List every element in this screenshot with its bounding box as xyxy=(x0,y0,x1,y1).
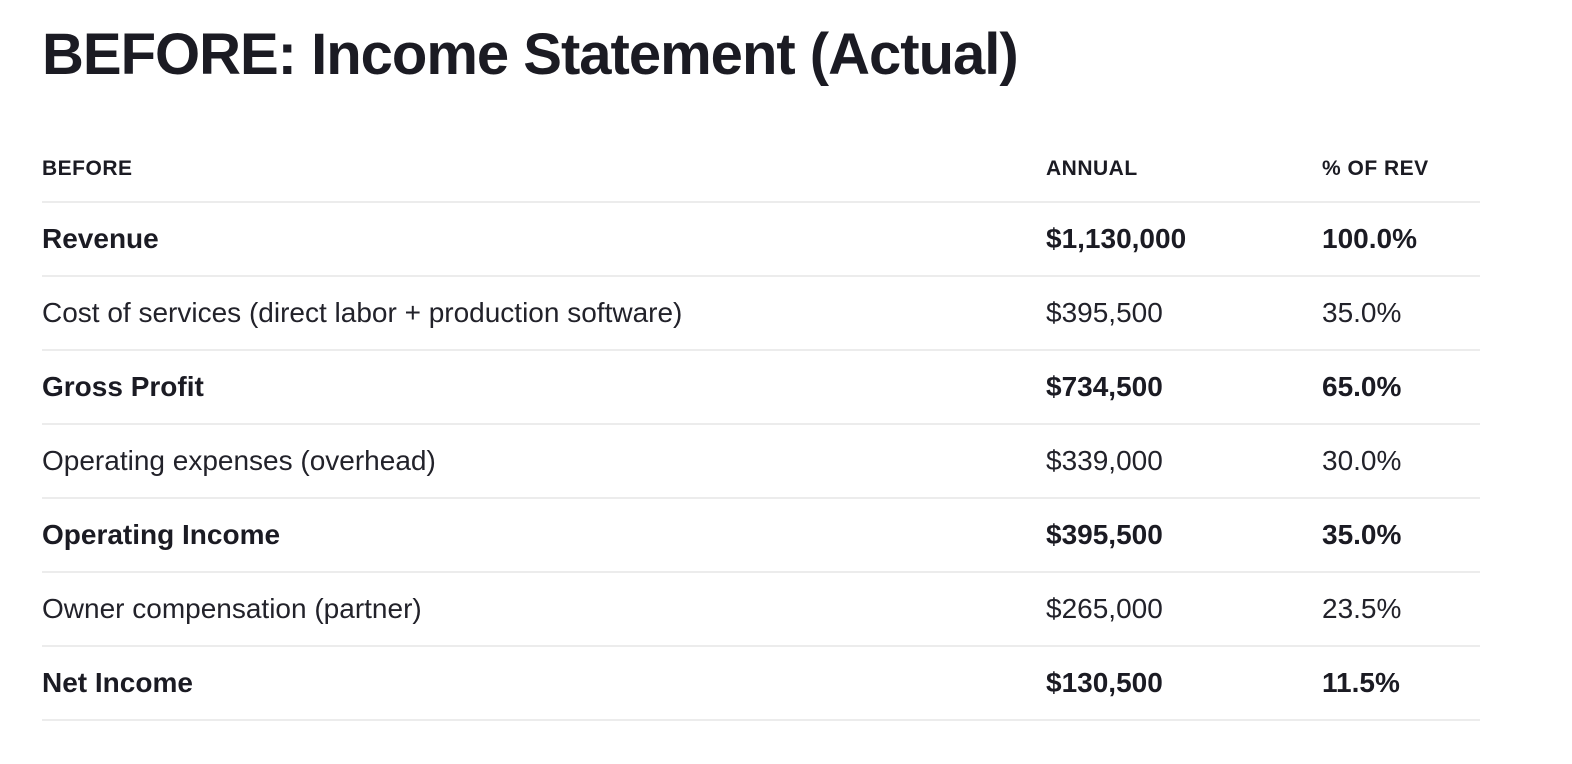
row-pct-value: 23.5% xyxy=(1322,592,1402,624)
row-label: Net Income xyxy=(42,666,193,698)
row-annual-value: $130,500 xyxy=(1046,666,1163,698)
table-header-row: BEFORE ANNUAL % OF REV xyxy=(42,137,1480,203)
page-title: BEFORE: Income Statement (Actual) xyxy=(42,22,1019,87)
row-annual-value: $339,000 xyxy=(1046,444,1163,476)
table-row-gross-profit: Gross Profit $734,500 65.0% xyxy=(42,351,1480,425)
table-row-cost-of-services: Cost of services (direct labor + product… xyxy=(42,277,1480,351)
column-header-pct-of-rev: % OF REV xyxy=(1322,156,1429,180)
row-label: Gross Profit xyxy=(42,370,204,402)
row-pct-value: 35.0% xyxy=(1322,296,1402,328)
table-row-operating-expenses: Operating expenses (overhead) $339,000 3… xyxy=(42,425,1480,499)
row-pct-value: 65.0% xyxy=(1322,370,1402,402)
table-row-owner-compensation: Owner compensation (partner) $265,000 23… xyxy=(42,573,1480,647)
row-label: Operating Income xyxy=(42,518,281,550)
table-row-revenue: Revenue $1,130,000 100.0% xyxy=(42,203,1480,277)
page: BEFORE: Income Statement (Actual) BEFORE… xyxy=(42,22,1480,721)
row-annual-value: $734,500 xyxy=(1046,370,1163,402)
row-pct-value: 100.0% xyxy=(1322,222,1417,254)
income-statement-table: BEFORE ANNUAL % OF REV Revenue $1,130,00… xyxy=(42,137,1480,721)
table-row-operating-income: Operating Income $395,500 35.0% xyxy=(42,499,1480,573)
column-header-annual: ANNUAL xyxy=(1046,156,1138,180)
row-annual-value: $395,500 xyxy=(1046,518,1163,550)
row-annual-value: $1,130,000 xyxy=(1046,222,1187,254)
row-annual-value: $395,500 xyxy=(1046,296,1163,328)
row-annual-value: $265,000 xyxy=(1046,592,1163,624)
row-label: Revenue xyxy=(42,222,159,254)
row-pct-value: 11.5% xyxy=(1322,666,1400,698)
row-label: Operating expenses (overhead) xyxy=(42,444,436,476)
row-pct-value: 35.0% xyxy=(1322,518,1402,550)
row-label: Cost of services (direct labor + product… xyxy=(42,296,683,328)
row-label: Owner compensation (partner) xyxy=(42,592,422,624)
column-header-before: BEFORE xyxy=(42,156,133,180)
table-row-net-income: Net Income $130,500 11.5% xyxy=(42,647,1480,721)
row-pct-value: 30.0% xyxy=(1322,444,1402,476)
